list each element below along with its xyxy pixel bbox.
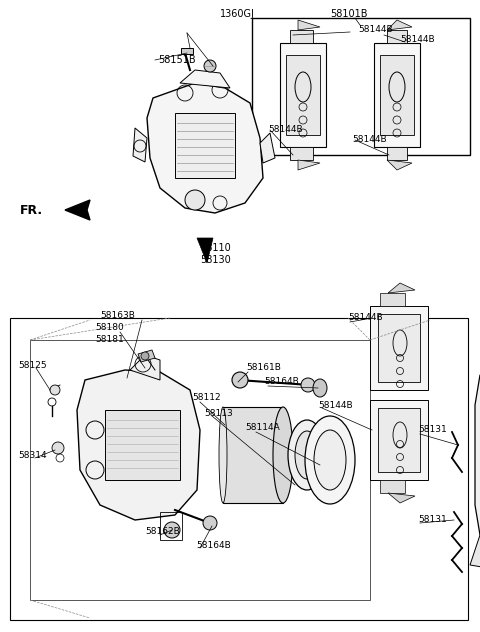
Bar — [160, 512, 182, 540]
Circle shape — [164, 522, 180, 538]
Polygon shape — [290, 147, 313, 160]
Polygon shape — [65, 200, 90, 220]
Polygon shape — [197, 238, 213, 263]
Polygon shape — [475, 375, 480, 535]
Polygon shape — [180, 70, 230, 88]
Polygon shape — [378, 408, 420, 472]
Ellipse shape — [295, 431, 319, 479]
Polygon shape — [388, 493, 415, 503]
Text: 58162B: 58162B — [145, 528, 180, 537]
Polygon shape — [388, 283, 415, 293]
Text: 58144B: 58144B — [400, 35, 434, 44]
Text: 58181: 58181 — [95, 336, 124, 344]
Text: 58110: 58110 — [200, 243, 231, 253]
Text: FR.: FR. — [20, 204, 43, 217]
Circle shape — [204, 60, 216, 72]
Text: 58144B: 58144B — [268, 126, 302, 135]
Polygon shape — [380, 293, 405, 306]
Polygon shape — [290, 30, 313, 43]
Text: 58164B: 58164B — [264, 377, 299, 387]
Polygon shape — [260, 133, 275, 163]
Text: 58131: 58131 — [418, 425, 447, 435]
Circle shape — [141, 352, 149, 360]
Ellipse shape — [313, 379, 327, 397]
Bar — [252, 18, 470, 155]
Text: 58125: 58125 — [18, 360, 47, 370]
Polygon shape — [298, 20, 320, 30]
Circle shape — [203, 516, 217, 530]
Polygon shape — [181, 48, 193, 54]
Text: 58144B: 58144B — [318, 401, 353, 411]
Circle shape — [232, 372, 248, 388]
Ellipse shape — [314, 430, 346, 490]
Polygon shape — [380, 480, 405, 493]
Polygon shape — [105, 410, 180, 480]
Text: 58314: 58314 — [18, 451, 47, 461]
Ellipse shape — [305, 416, 355, 504]
Text: 58151B: 58151B — [158, 55, 196, 65]
Text: 58114A: 58114A — [245, 423, 280, 432]
Polygon shape — [133, 128, 147, 162]
Polygon shape — [223, 407, 283, 503]
Text: 58130: 58130 — [200, 255, 231, 265]
Polygon shape — [175, 113, 235, 178]
Ellipse shape — [288, 420, 326, 490]
Text: 58180: 58180 — [95, 324, 124, 332]
Polygon shape — [370, 306, 428, 390]
Polygon shape — [374, 43, 420, 147]
Bar — [10, 318, 468, 620]
Polygon shape — [280, 43, 326, 147]
Polygon shape — [387, 147, 407, 160]
Polygon shape — [130, 355, 160, 380]
Text: 58101B: 58101B — [330, 9, 368, 19]
Ellipse shape — [219, 407, 227, 503]
Text: 58112: 58112 — [192, 394, 221, 403]
Polygon shape — [147, 83, 263, 213]
Polygon shape — [378, 314, 420, 382]
Polygon shape — [286, 55, 320, 135]
Polygon shape — [387, 30, 407, 43]
Polygon shape — [77, 370, 200, 520]
Polygon shape — [370, 400, 428, 480]
Text: 1360GJ: 1360GJ — [220, 9, 255, 19]
Text: 58144B: 58144B — [348, 313, 383, 322]
Text: 58144B: 58144B — [358, 25, 393, 35]
Polygon shape — [387, 160, 412, 170]
Circle shape — [185, 190, 205, 210]
Polygon shape — [470, 535, 480, 570]
Circle shape — [50, 385, 60, 395]
Text: 58144B: 58144B — [352, 135, 386, 145]
Text: 58113: 58113 — [204, 408, 233, 418]
Polygon shape — [387, 20, 412, 30]
Polygon shape — [380, 55, 414, 135]
Ellipse shape — [273, 407, 293, 503]
Text: 58131: 58131 — [418, 516, 447, 525]
Text: 58163B: 58163B — [100, 312, 135, 320]
Circle shape — [52, 442, 64, 454]
Circle shape — [301, 378, 315, 392]
Polygon shape — [298, 160, 320, 170]
Polygon shape — [138, 350, 155, 362]
Text: 58161B: 58161B — [246, 363, 281, 372]
Text: 58164B: 58164B — [196, 542, 231, 550]
Bar — [30, 340, 370, 600]
